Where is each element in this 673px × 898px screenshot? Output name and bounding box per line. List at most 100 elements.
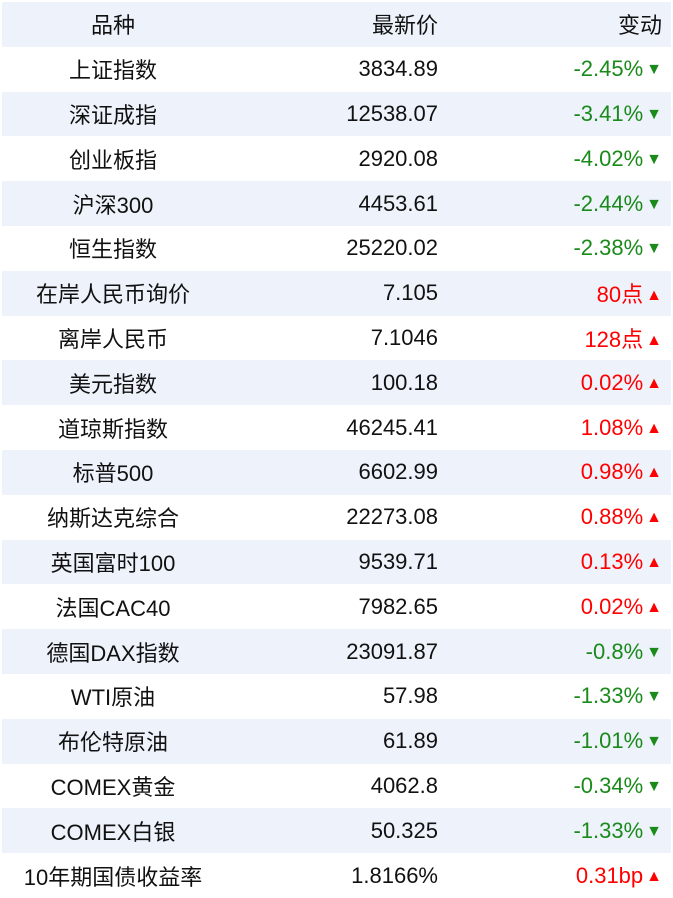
instrument-name: 布伦特原油 <box>57 730 168 756</box>
instrument-name: 德国DAX指数 <box>46 640 180 666</box>
latest-price: 12538.07 <box>346 100 438 126</box>
change-cell: 0.13% ▲ <box>438 549 662 575</box>
table-row: 10年期国债收益率 1.8166% 0.31bp ▲ <box>2 853 671 898</box>
table-row: 在岸人民币询价 7.105 80点 ▲ <box>2 270 671 316</box>
change-value: 1.08% <box>580 414 644 440</box>
table-row: 美元指数 100.18 0.02% ▲ <box>2 360 671 406</box>
latest-price: 7.1046 <box>370 324 438 350</box>
latest-price: 2920.08 <box>358 145 438 171</box>
latest-price: 1.8166% <box>351 862 438 888</box>
change-cell: -2.44% ▼ <box>438 191 662 217</box>
latest-price: 100.18 <box>370 369 438 395</box>
change-value: 0.88% <box>580 504 644 530</box>
table-row: 沪深300 4453.61 -2.44% ▼ <box>2 181 671 226</box>
instrument-name: 法国CAC40 <box>55 595 171 621</box>
change-cell: -2.38% ▼ <box>438 235 662 261</box>
change-cell: 0.31bp ▲ <box>438 863 662 889</box>
arrow-up-icon: ▲ <box>646 287 662 305</box>
latest-price: 9539.71 <box>358 548 438 574</box>
arrow-down-icon: ▼ <box>646 150 662 168</box>
table-row: 道琼斯指数 46245.41 1.08% ▲ <box>2 405 671 450</box>
change-value: -2.38% <box>573 235 644 261</box>
arrow-down-icon: ▼ <box>646 240 662 258</box>
change-value: 0.02% <box>580 593 644 619</box>
change-cell: 128点 ▲ <box>438 322 662 354</box>
change-value: 0.98% <box>580 459 644 485</box>
change-cell: -0.8% ▼ <box>438 639 662 665</box>
instrument-name: 恒生指数 <box>68 237 157 263</box>
table-row: WTI原油 57.98 -1.33% ▼ <box>2 674 671 719</box>
change-cell: 0.98% ▲ <box>438 459 662 485</box>
table-row: COMEX黄金 4062.8 -0.34% ▼ <box>2 764 671 809</box>
change-value: -2.44% <box>573 190 644 216</box>
arrow-down-icon: ▼ <box>646 643 662 661</box>
arrow-down-icon: ▼ <box>646 822 662 840</box>
header-change: 变动 <box>617 13 662 39</box>
change-value: 0.31bp <box>575 862 644 888</box>
instrument-name: 上证指数 <box>68 58 157 84</box>
instrument-name: 离岸人民币 <box>57 326 168 352</box>
change-value: -0.34% <box>573 772 644 798</box>
arrow-up-icon: ▲ <box>646 553 662 571</box>
table-row: 恒生指数 25220.02 -2.38% ▼ <box>2 226 671 271</box>
instrument-name: 深证成指 <box>68 102 157 128</box>
table-row: 布伦特原油 61.89 -1.01% ▼ <box>2 718 671 764</box>
change-value: -0.8% <box>585 638 644 664</box>
latest-price: 61.89 <box>382 728 438 754</box>
table-row: 创业板指 2920.08 -4.02% ▼ <box>2 136 671 181</box>
arrow-up-icon: ▲ <box>646 598 662 616</box>
change-cell: 1.08% ▲ <box>438 415 662 441</box>
change-value: 128点 <box>584 326 644 352</box>
latest-price: 4062.8 <box>370 772 438 798</box>
latest-price: 25220.02 <box>346 235 438 261</box>
table-row: 离岸人民币 7.1046 128点 ▲ <box>2 316 671 361</box>
change-cell: 0.88% ▲ <box>438 504 662 530</box>
change-value: 80点 <box>596 282 644 308</box>
table-header: 品种 最新价 变动 <box>2 2 671 47</box>
arrow-up-icon: ▲ <box>646 464 662 482</box>
latest-price: 7.105 <box>382 280 438 306</box>
arrow-down-icon: ▼ <box>646 105 662 123</box>
instrument-name: 纳斯达克综合 <box>46 506 179 532</box>
change-value: 0.02% <box>580 369 644 395</box>
latest-price: 23091.87 <box>346 638 438 664</box>
latest-price: 7982.65 <box>358 593 438 619</box>
change-cell: -1.01% ▼ <box>438 728 662 754</box>
instrument-name: COMEX黄金 <box>50 774 176 800</box>
change-value: -1.01% <box>573 728 644 754</box>
change-cell: -1.33% ▼ <box>438 683 662 709</box>
instrument-name: 10年期国债收益率 <box>23 864 203 890</box>
change-cell: -3.41% ▼ <box>438 101 662 127</box>
latest-price: 50.325 <box>370 817 438 843</box>
instrument-name: 道琼斯指数 <box>57 416 168 442</box>
table-row: 深证成指 12538.07 -3.41% ▼ <box>2 91 671 137</box>
header-price: 最新价 <box>371 13 438 39</box>
latest-price: 22273.08 <box>346 504 438 530</box>
change-cell: 0.02% ▲ <box>438 370 662 396</box>
change-cell: -0.34% ▼ <box>438 773 662 799</box>
change-value: -4.02% <box>573 145 644 171</box>
latest-price: 3834.89 <box>358 56 438 82</box>
change-value: -2.45% <box>573 56 644 82</box>
latest-price: 46245.41 <box>346 414 438 440</box>
header-name: 品种 <box>90 13 135 39</box>
arrow-up-icon: ▲ <box>646 867 662 885</box>
instrument-name: WTI原油 <box>70 685 156 711</box>
table-row: 德国DAX指数 23091.87 -0.8% ▼ <box>2 629 671 674</box>
table-row: COMEX白银 50.325 -1.33% ▼ <box>2 808 671 854</box>
change-value: -1.33% <box>573 683 644 709</box>
table-row: 标普500 6602.99 0.98% ▲ <box>2 449 671 495</box>
change-cell: -2.45% ▼ <box>438 56 662 82</box>
change-cell: -1.33% ▼ <box>438 818 662 844</box>
latest-price: 57.98 <box>382 683 438 709</box>
table-row: 英国富时100 9539.71 0.13% ▲ <box>2 539 671 585</box>
instrument-name: 在岸人民币询价 <box>35 282 190 308</box>
instrument-name: 英国富时100 <box>50 550 176 576</box>
table-row: 上证指数 3834.89 -2.45% ▼ <box>2 47 671 92</box>
arrow-up-icon: ▲ <box>646 419 662 437</box>
arrow-down-icon: ▼ <box>646 688 662 706</box>
latest-price: 4453.61 <box>358 190 438 216</box>
arrow-up-icon: ▲ <box>646 509 662 527</box>
instrument-name: 标普500 <box>72 461 154 487</box>
instrument-name: 沪深300 <box>72 192 154 218</box>
